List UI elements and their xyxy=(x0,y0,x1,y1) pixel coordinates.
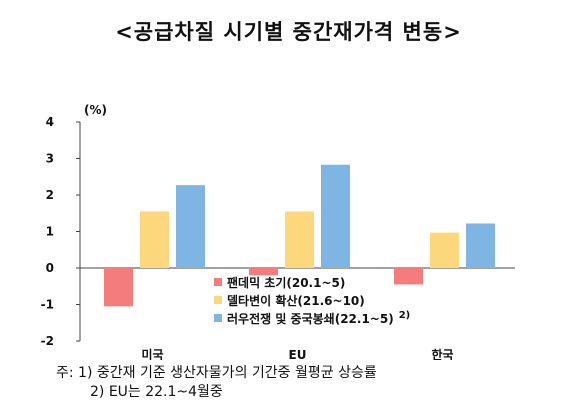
x-tick-label: EU xyxy=(289,348,307,360)
legend-label-1: 팬데믹 초기(20.1~5) xyxy=(227,275,345,290)
bar-2 xyxy=(140,211,169,268)
y-unit-label: (%) xyxy=(84,103,107,117)
bar-3 xyxy=(466,223,495,268)
bar-1 xyxy=(394,268,423,285)
bar-2 xyxy=(285,211,314,268)
bar-chart: (%) -2 -1 0 1 2 3 4 미국 EU 한국 팬데믹 초기(20.1~5) 델타변이 확산… xyxy=(41,103,515,360)
y-tick-label: 4 xyxy=(46,115,54,129)
bar-2 xyxy=(430,232,459,268)
y-tick-label: 3 xyxy=(46,152,54,166)
bar-1 xyxy=(104,268,133,307)
footnote-2: 2) EU는 22.1~4월중 xyxy=(90,384,223,400)
x-tick-label: 한국 xyxy=(431,347,453,360)
legend-swatch-3 xyxy=(214,314,222,322)
footnote-1: 주: 1) 중간재 기준 생산자물가의 기간중 월평균 상승률 xyxy=(56,365,377,381)
y-tick-label: 1 xyxy=(46,225,54,239)
bar-3 xyxy=(176,185,205,268)
chart-title: <공급차질 시기별 중간재가격 변동> xyxy=(115,20,462,44)
x-tick-label: 미국 xyxy=(141,347,163,360)
footnotes: 주: 1) 중간재 기준 생산자물가의 기간중 월평균 상승률 2) EU는 2… xyxy=(56,364,377,402)
y-tick-label: -1 xyxy=(41,298,54,312)
legend-swatch-1 xyxy=(214,278,222,286)
y-tick-label: 2 xyxy=(46,188,54,202)
legend-swatch-2 xyxy=(214,296,222,304)
bar-3 xyxy=(321,164,350,268)
legend-label-3: 러우전쟁 및 중국봉쇄(22.1~5) xyxy=(227,311,394,326)
chart-bars xyxy=(104,164,495,307)
legend-label-2: 델타변이 확산(21.6~10) xyxy=(227,293,365,308)
chart-legend: 팬데믹 초기(20.1~5) 델타변이 확산(21.6~10) 러우전쟁 및 중국봉… xyxy=(214,275,410,326)
y-tick-label: 0 xyxy=(46,261,54,275)
legend-superscript: 2) xyxy=(399,310,411,321)
bar-1 xyxy=(249,268,278,276)
y-tick-label: -2 xyxy=(41,334,54,348)
